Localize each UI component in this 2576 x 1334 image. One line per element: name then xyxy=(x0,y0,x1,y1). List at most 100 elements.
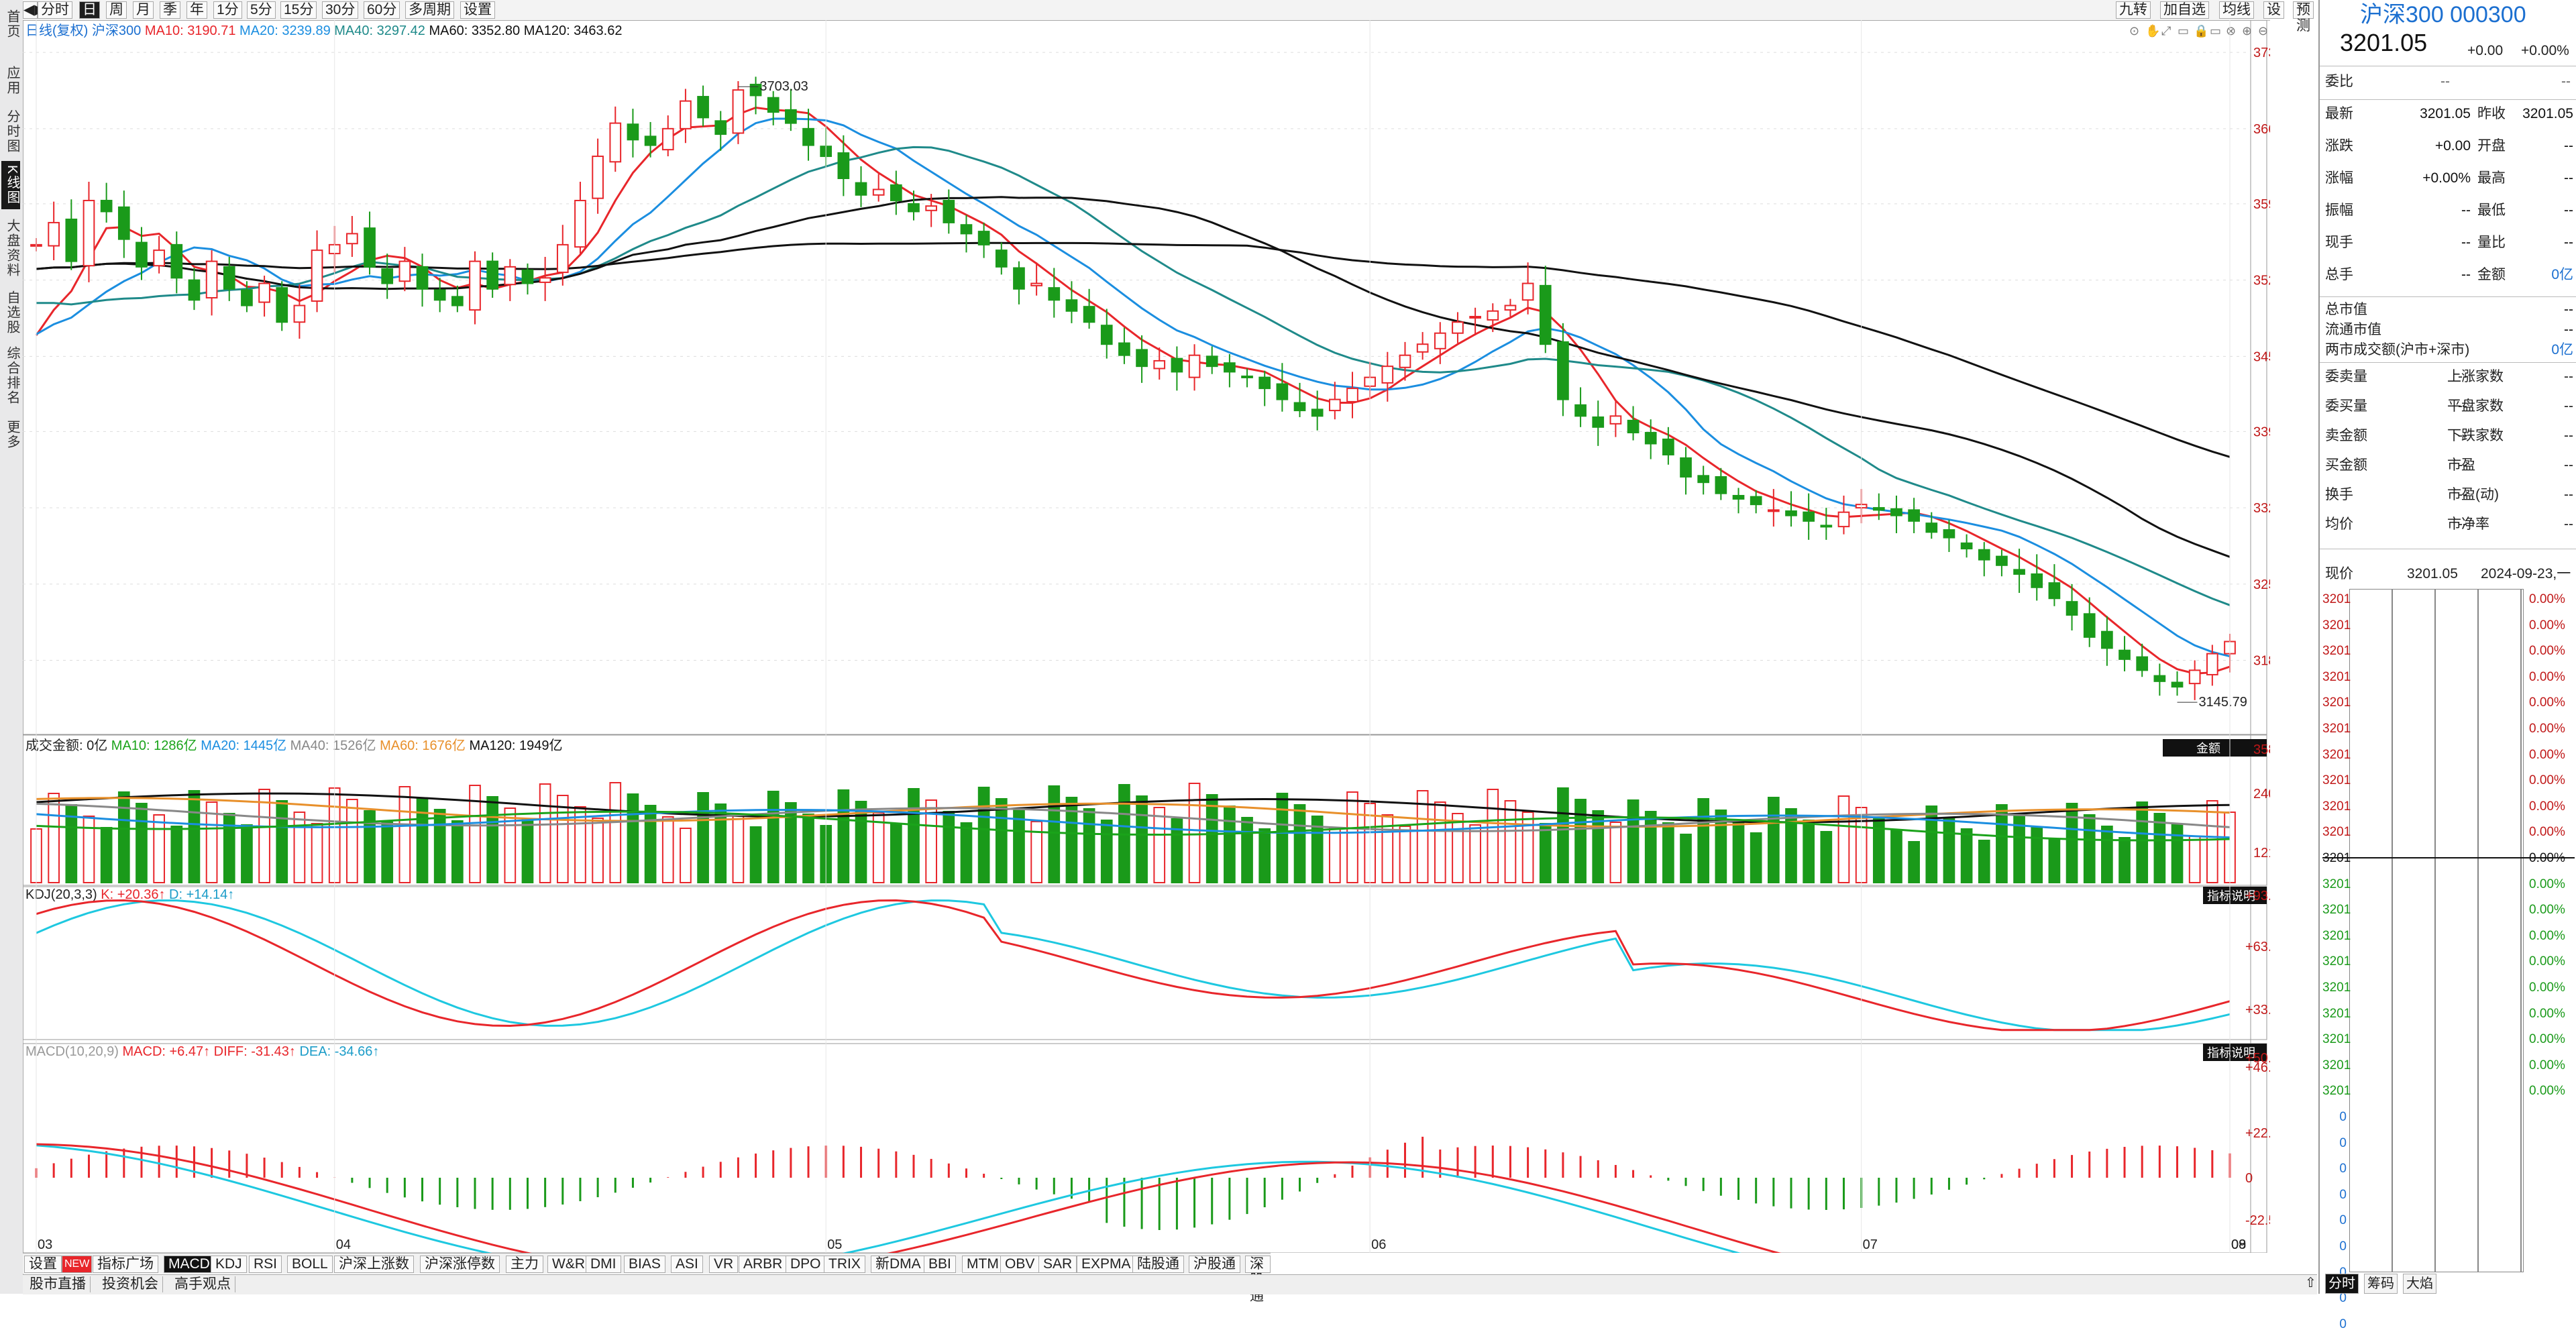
period-button-11[interactable]: 多周期 xyxy=(405,1,454,19)
volume-bar xyxy=(1205,794,1218,883)
volume-bar xyxy=(346,799,358,883)
toolbar-right-button-2[interactable]: 均线 xyxy=(2219,1,2254,19)
sidebar-item-5[interactable]: 自选股 xyxy=(5,290,19,335)
volume-bar xyxy=(311,823,323,883)
candle xyxy=(574,199,586,248)
indicator-tab-20[interactable]: SAR xyxy=(1038,1256,1077,1273)
period-button-12[interactable]: 设置 xyxy=(460,1,495,19)
indicator-tab-2[interactable]: KDJ xyxy=(211,1256,247,1273)
chart-tool-icon[interactable]: ⊗ xyxy=(2226,24,2236,38)
indicator-tab-16[interactable]: 新DMA xyxy=(871,1256,926,1273)
nav-arrows-icon[interactable]: ◀▶ xyxy=(23,1,46,19)
volume-ma-label-0: MA10: 1286亿 xyxy=(111,738,201,753)
sidebar-item-4[interactable]: 大盘资料 xyxy=(5,219,19,278)
indicator-tab-7[interactable]: 主力 xyxy=(506,1256,543,1273)
period-button-2[interactable]: 周 xyxy=(106,1,127,19)
bottom-tab-1[interactable]: 投资机会 xyxy=(98,1276,163,1292)
indicator-tab-13[interactable]: ARBR xyxy=(739,1256,788,1273)
chart-tool-icon[interactable]: 🔒 xyxy=(2194,24,2208,38)
indicator-tab-0[interactable]: 指标广场 xyxy=(93,1256,158,1273)
indicator-tab-10[interactable]: BIAS xyxy=(624,1256,665,1273)
toolbar-right-button-0[interactable]: 九转 xyxy=(2116,1,2151,19)
indicator-tab-23[interactable]: 沪股通 xyxy=(1189,1256,1240,1273)
tick-price: 3201 xyxy=(2322,592,2351,606)
indicator-tab-3[interactable]: RSI xyxy=(249,1256,282,1273)
toolbar-right-button-3[interactable]: 设 xyxy=(2263,1,2284,19)
sidebar-item-2[interactable]: 分时图 xyxy=(5,109,19,154)
indicator-tab-12[interactable]: VR xyxy=(709,1256,739,1273)
scroll-top-icon[interactable]: ⇧ xyxy=(2305,1276,2316,1290)
volume-bar xyxy=(2118,837,2131,883)
indicator-tab-24[interactable]: 深股通 xyxy=(1245,1256,1271,1304)
chart-tool-icon[interactable]: ⊕ xyxy=(2242,24,2252,38)
tick-pct: 0.00% xyxy=(2529,928,2565,943)
quote-value: -- xyxy=(2564,487,2573,502)
indicator-settings-tab[interactable]: 设置 xyxy=(24,1256,62,1273)
period-button-6[interactable]: 1分 xyxy=(213,1,242,19)
indicator-tab-1[interactable]: MACD xyxy=(164,1256,215,1273)
indicator-tab-9[interactable]: DMI xyxy=(586,1256,621,1273)
indicator-tab-18[interactable]: MTM xyxy=(962,1256,1004,1273)
sidebar-item-7[interactable]: 更多 xyxy=(5,420,19,449)
indicator-tab-15[interactable]: TRIX xyxy=(824,1256,865,1273)
volume-bar xyxy=(1908,841,1920,883)
indicator-tab-5[interactable]: 沪深上涨数 xyxy=(334,1256,414,1273)
tick-pct: 0.00% xyxy=(2529,669,2565,684)
period-button-1[interactable]: 日 xyxy=(79,1,100,19)
tick-price: 3201 xyxy=(2322,1058,2351,1072)
toolbar-right-button-4[interactable]: 预测 xyxy=(2293,1,2314,34)
indicator-tab-8[interactable]: W&R xyxy=(547,1256,590,1273)
sidebar-item-3[interactable]: K线图 xyxy=(1,161,20,209)
indicator-tab-22[interactable]: 陆股通 xyxy=(1132,1256,1184,1273)
period-button-3[interactable]: 月 xyxy=(133,1,154,19)
period-button-7[interactable]: 5分 xyxy=(247,1,276,19)
ma-label-3: MA60: 3352.80 xyxy=(429,23,523,38)
candle xyxy=(136,241,148,268)
tick-price: 3201 xyxy=(2322,1006,2351,1021)
chart-tool-icon[interactable]: ⊖ xyxy=(2258,24,2268,38)
period-button-5[interactable]: 年 xyxy=(186,1,207,19)
quote-value: -- xyxy=(2564,322,2573,337)
kdj-badge[interactable] xyxy=(2203,887,2267,904)
chart-tool-icon[interactable]: ⤢ xyxy=(2161,24,2171,38)
period-button-0[interactable]: 分时 xyxy=(38,1,72,19)
period-button-9[interactable]: 30分 xyxy=(322,1,359,19)
chart-tool-icon[interactable]: ▭ xyxy=(2178,24,2189,38)
tick-pct: 0.00% xyxy=(2529,773,2565,788)
indicator-tab-21[interactable]: EXPMA xyxy=(1077,1256,1136,1273)
chart-tool-icon[interactable]: ⊙ xyxy=(2129,24,2139,38)
bottom-tab-2[interactable]: 高手观点 xyxy=(170,1276,235,1292)
period-button-10[interactable]: 60分 xyxy=(364,1,400,19)
period-button-4[interactable]: 季 xyxy=(160,1,180,19)
quote-bottom-tab-0[interactable]: 分时 xyxy=(2325,1274,2359,1294)
kline-chart[interactable]: 3734 3665 3597 3528 3459 3391 3322 3253 3184 日线(复… xyxy=(23,20,2270,1253)
indicator-tab-19[interactable]: OBV xyxy=(1000,1256,1040,1273)
macd-badge-label: 指标说明 xyxy=(2207,1046,2255,1060)
indicator-tab-11[interactable]: ASI xyxy=(671,1256,703,1273)
indicator-tab-14[interactable]: DPO xyxy=(786,1256,826,1273)
chart-tool-icon[interactable]: ✋ xyxy=(2145,23,2160,38)
quote-bottom-tab-1[interactable]: 筹码 xyxy=(2364,1274,2398,1294)
candle xyxy=(749,83,762,97)
volume-bar xyxy=(1153,807,1166,883)
macd-badge[interactable] xyxy=(2203,1044,2267,1061)
sidebar-item-0[interactable]: 首页 xyxy=(5,9,19,39)
indicator-tab-17[interactable]: BBI xyxy=(924,1256,956,1273)
sidebar-item-1[interactable]: 应用 xyxy=(5,66,19,95)
tick-price: 3201 xyxy=(2322,851,2351,865)
macd-axis-label: 0 xyxy=(2245,1171,2253,1186)
bottom-tab-0[interactable]: 股市直播 xyxy=(25,1276,91,1292)
chart-tool-icon[interactable]: ▭ xyxy=(2210,24,2221,38)
volume-badge[interactable] xyxy=(2163,739,2267,757)
sidebar-item-6[interactable]: 综合排名 xyxy=(5,346,19,405)
tick-price: 3201 xyxy=(2322,669,2351,684)
quote-value: -- xyxy=(2564,170,2573,186)
period-button-8[interactable]: 15分 xyxy=(280,1,317,19)
candle xyxy=(205,260,218,298)
indicator-tab-6[interactable]: 沪深涨停数 xyxy=(420,1256,500,1273)
quote-bottom-tab-2[interactable]: 大焰 xyxy=(2403,1274,2436,1294)
toolbar-right-button-1[interactable]: 加自选 xyxy=(2160,1,2209,19)
quote-label: 市盈 xyxy=(2447,457,2475,473)
indicator-tab-4[interactable]: BOLL xyxy=(287,1256,333,1273)
tick-price: 3201 xyxy=(2322,644,2351,659)
